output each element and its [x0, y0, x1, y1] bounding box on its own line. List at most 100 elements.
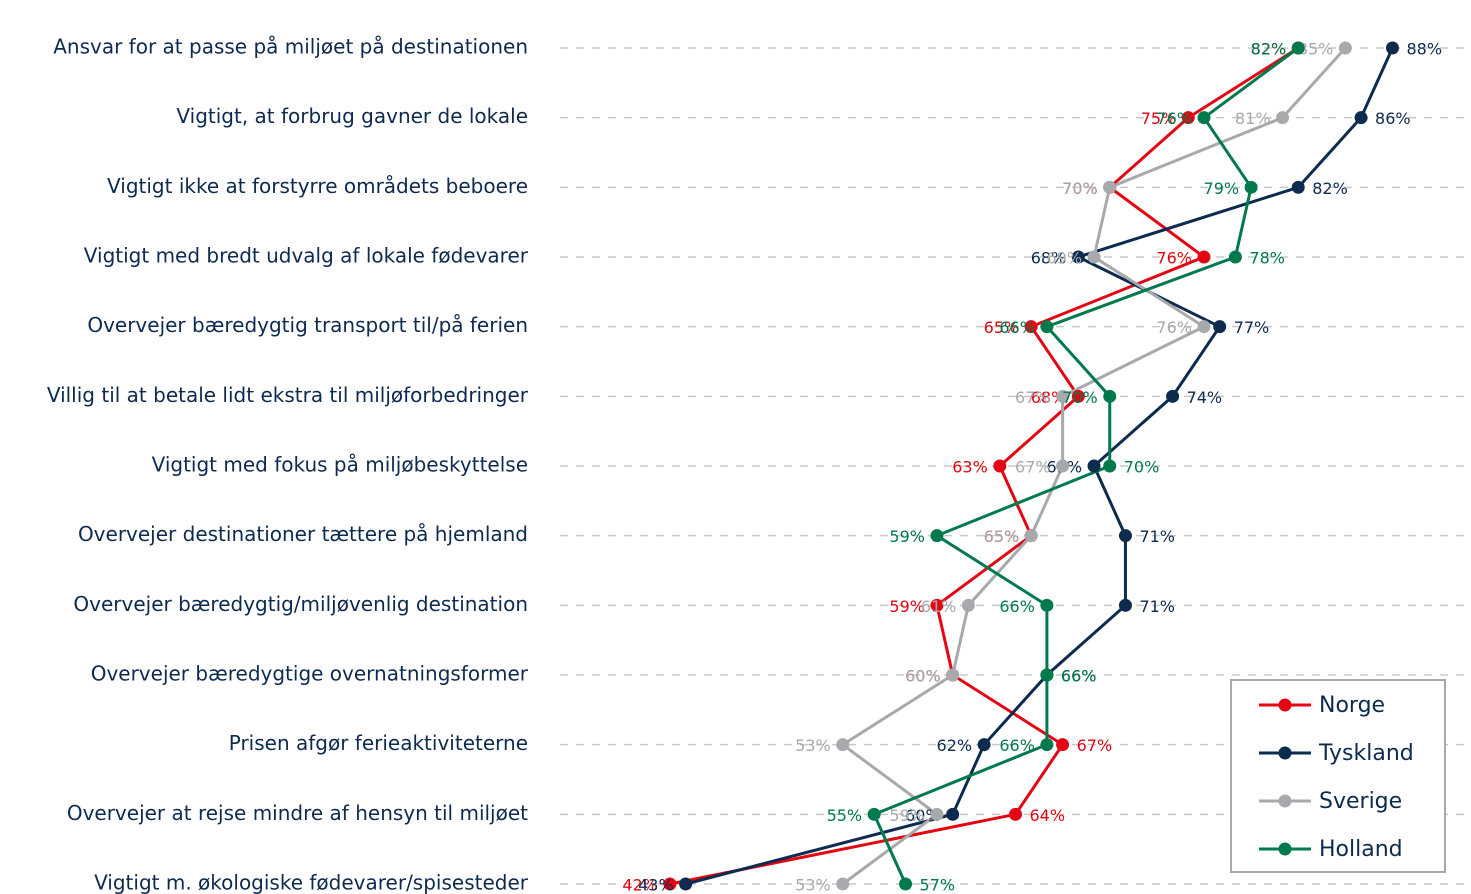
point [1118, 598, 1132, 612]
category-label: Vigtigt ikke at forstyrre områdets beboe… [107, 174, 528, 198]
value-label: 81% [1235, 109, 1271, 128]
value-label: 70% [1124, 458, 1160, 477]
point [1197, 111, 1211, 125]
point [1291, 180, 1305, 194]
point [1103, 459, 1117, 473]
value-label: 63% [952, 458, 988, 477]
point [836, 877, 850, 891]
point [977, 738, 991, 752]
value-label: 66% [999, 736, 1035, 755]
category-label: Overvejer bæredygtige overnatningsformer [91, 662, 529, 686]
category-label: Vigtigt med bredt udvalg af lokale fødev… [84, 244, 529, 268]
point [663, 877, 677, 891]
legend-label: Sverige [1319, 789, 1402, 814]
point [1087, 459, 1101, 473]
point [836, 738, 850, 752]
point [1228, 250, 1242, 264]
value-label: 59% [889, 527, 925, 546]
point [1040, 320, 1054, 334]
value-label: 79% [1204, 179, 1240, 198]
point [1087, 250, 1101, 264]
value-label: 65% [984, 318, 1020, 337]
value-label: 68% [1031, 249, 1067, 268]
value-label: 69% [1046, 249, 1082, 268]
category-label: Overvejer bæredygtig/miljøvenlig destina… [73, 592, 528, 616]
point [1181, 111, 1195, 125]
point [1276, 111, 1290, 125]
point [946, 807, 960, 821]
value-label: 71% [1139, 597, 1175, 616]
point [1197, 250, 1211, 264]
point [1338, 41, 1352, 55]
value-label: 66% [1061, 667, 1097, 686]
value-label: 53% [795, 736, 831, 755]
legend-marker [1278, 698, 1292, 712]
legend-label: Tyskland [1318, 741, 1414, 766]
point [946, 668, 960, 682]
category-label: Villig til at betale lidt ekstra til mil… [47, 383, 529, 407]
category-label: Vigtigt med fokus på miljøbeskyttelse [152, 453, 528, 477]
value-label: 62% [937, 736, 973, 755]
value-label: 61% [921, 597, 957, 616]
value-label: 42% [622, 876, 658, 894]
value-label: 59% [889, 597, 925, 616]
value-label: 71% [1139, 527, 1175, 546]
point [1009, 807, 1022, 821]
value-label: 67% [1015, 458, 1051, 477]
point [993, 459, 1007, 473]
value-label: 57% [920, 876, 956, 894]
value-label: 67% [1015, 388, 1051, 407]
point [1040, 598, 1054, 612]
point [930, 529, 944, 543]
legend-label: Norge [1319, 693, 1385, 718]
value-label: 70% [1062, 179, 1098, 198]
point [1244, 180, 1258, 194]
point [1197, 320, 1211, 334]
category-label: Overvejer destinationer tættere på hjeml… [78, 522, 528, 546]
point [1056, 738, 1070, 752]
category-label: Prisen afgør ferieaktiviteterne [229, 731, 528, 755]
point [961, 598, 975, 612]
value-label: 86% [1375, 109, 1411, 128]
value-label: 53% [795, 876, 831, 894]
value-label: 65% [984, 527, 1020, 546]
category-label: Overvejer at rejse mindre af hensyn til … [67, 801, 528, 825]
value-label: 78% [1249, 249, 1285, 268]
legend-marker [1278, 842, 1292, 856]
point [867, 807, 881, 821]
point [1056, 459, 1070, 473]
point [899, 877, 913, 891]
point [1103, 180, 1117, 194]
point [1024, 529, 1038, 543]
value-label: 88% [1406, 40, 1442, 59]
legend-marker [1278, 746, 1292, 760]
value-label: 64% [1030, 806, 1066, 825]
value-label: 70% [1062, 179, 1098, 198]
point [1213, 320, 1227, 334]
value-label: 77% [1234, 318, 1270, 337]
value-label: 65% [984, 527, 1020, 546]
value-label: 66% [999, 597, 1035, 616]
value-label: 60% [905, 667, 941, 686]
category-label: Vigtigt m. økologiske fødevarer/spiseste… [94, 871, 529, 894]
category-label: Ansvar for at passe på miljøet på destin… [53, 35, 528, 59]
value-label: 74% [1187, 388, 1223, 407]
value-label: 85% [1298, 40, 1334, 59]
value-label: 76% [1156, 109, 1192, 128]
value-label: 75% [1141, 109, 1177, 128]
category-label: Vigtigt, at forbrug gavner de lokale [176, 104, 528, 128]
value-label: 55% [827, 806, 863, 825]
legend-label: Holland [1319, 837, 1403, 862]
value-label: 67% [1077, 736, 1113, 755]
category-label: Overvejer bæredygtig transport til/på fe… [87, 313, 528, 337]
point [1071, 250, 1085, 264]
value-label: 66% [1061, 667, 1097, 686]
value-label: 82% [1312, 179, 1348, 198]
value-label: 59% [889, 806, 925, 825]
point [1071, 389, 1085, 403]
point [1354, 111, 1368, 125]
value-label: 43% [638, 876, 674, 894]
point [1385, 41, 1399, 55]
value-label: 76% [1156, 318, 1192, 337]
